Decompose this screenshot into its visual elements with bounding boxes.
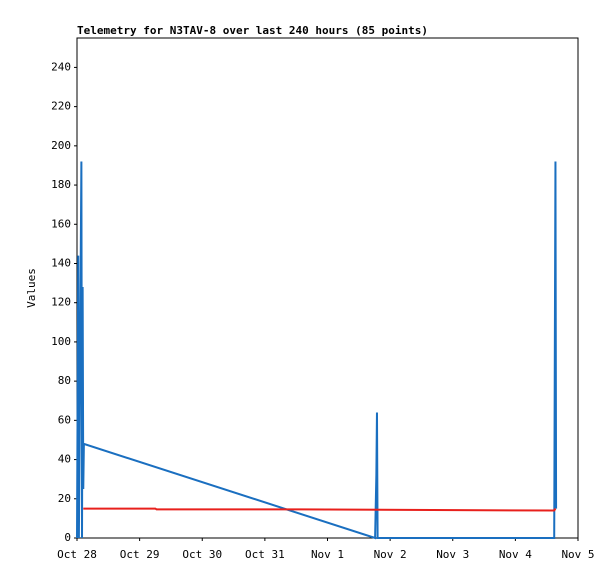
y-tick-label: 140 [51, 256, 71, 269]
x-tick-label: Nov 2 [374, 548, 407, 561]
x-tick-label: Nov 4 [499, 548, 532, 561]
y-tick-label: 0 [64, 531, 71, 544]
chart-title: Telemetry for N3TAV-8 over last 240 hour… [77, 24, 428, 37]
x-tick-label: Oct 31 [245, 548, 285, 561]
y-tick-label: 40 [58, 453, 71, 466]
x-tick-label: Nov 5 [561, 548, 594, 561]
y-tick-label: 200 [51, 139, 71, 152]
y-tick-label: 180 [51, 178, 71, 191]
y-tick-label: 160 [51, 217, 71, 230]
y-tick-label: 220 [51, 100, 71, 113]
plot-frame [76, 37, 579, 539]
data-line [83, 507, 557, 512]
data-line [76, 161, 558, 540]
x-tick-label: Oct 29 [120, 548, 160, 561]
x-tick-label: Nov 3 [436, 548, 469, 561]
x-tick-label: Nov 1 [311, 548, 344, 561]
y-tick-label: 120 [51, 296, 71, 309]
x-tick-label: Oct 30 [182, 548, 222, 561]
x-tick-label: Oct 28 [57, 548, 97, 561]
y-tick-label: 80 [58, 374, 71, 387]
y-tick-label: 60 [58, 413, 71, 426]
y-tick-label: 240 [51, 60, 71, 73]
y-tick-label: 100 [51, 335, 71, 348]
y-axis-label: Values [25, 268, 38, 308]
y-tick-label: 20 [58, 492, 71, 505]
